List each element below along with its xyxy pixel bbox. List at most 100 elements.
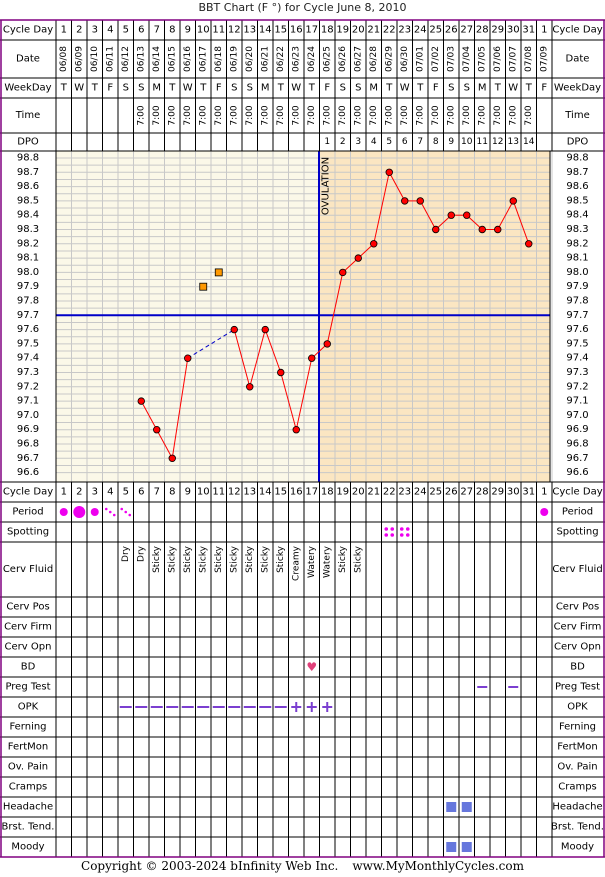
cerv-fluid-cell: Sticky bbox=[198, 545, 208, 573]
cycle-day-cell: 27 bbox=[460, 25, 473, 36]
cerv-fluid-cell: Sticky bbox=[167, 545, 177, 573]
time-cell: 7:00 bbox=[462, 105, 472, 125]
cycle-day-cell: 2 bbox=[76, 25, 82, 36]
temp-point bbox=[246, 383, 254, 391]
cycle-day-cell: 3 bbox=[92, 487, 98, 498]
temp-label-left: 98.2 bbox=[17, 238, 39, 249]
row-label-weekday: WeekDay bbox=[4, 83, 51, 94]
date-cell: 06/26 bbox=[338, 46, 348, 72]
time-cell: 7:00 bbox=[446, 105, 456, 125]
weekday-cell: S bbox=[464, 83, 470, 94]
weekday-cell: T bbox=[494, 83, 502, 94]
row-label-preg_test-right: Preg Test bbox=[555, 682, 600, 693]
time-cell: 7:00 bbox=[183, 105, 193, 125]
row-label-fertmon: FertMon bbox=[8, 742, 48, 753]
temp-label-left: 98.6 bbox=[17, 181, 39, 192]
cycle-day-cell: 18 bbox=[321, 487, 334, 498]
row-label-cramps: Cramps bbox=[9, 782, 48, 793]
cycle-day-cell: 10 bbox=[197, 25, 210, 36]
row-label-bd: BD bbox=[21, 662, 36, 673]
cycle-day-cell: 15 bbox=[274, 487, 287, 498]
row-label-cycle_day: Cycle Day bbox=[3, 25, 53, 36]
data-gap-line bbox=[187, 329, 235, 359]
dpo-cell: 9 bbox=[448, 137, 454, 147]
cycle-day-cell: 20 bbox=[352, 487, 365, 498]
chart-title: BBT Chart (F °) for Cycle June 8, 2010 bbox=[198, 1, 407, 14]
row-label-cerv_fluid: Cerv Fluid bbox=[3, 564, 53, 575]
time-cell: 7:00 bbox=[369, 105, 379, 125]
cycle-day-cell: 11 bbox=[212, 487, 225, 498]
time-cell: 7:00 bbox=[167, 105, 177, 125]
cycle-day-cell: 13 bbox=[243, 25, 256, 36]
cycle-day-cell: 8 bbox=[169, 487, 175, 498]
row-label-preg_test: Preg Test bbox=[5, 682, 50, 693]
date-cell: 06/29 bbox=[384, 46, 394, 72]
temp-label-left: 98.4 bbox=[17, 210, 39, 221]
temp-label-left: 97.8 bbox=[17, 296, 39, 307]
dpo-cell: 5 bbox=[386, 137, 392, 147]
weekday-cell: T bbox=[199, 83, 207, 94]
data-line bbox=[512, 200, 530, 244]
cycle-day-cell: 17 bbox=[305, 487, 318, 498]
temp-point bbox=[339, 268, 347, 277]
data-line bbox=[140, 400, 158, 430]
spotting-dot bbox=[399, 533, 404, 537]
weekday-cell: M bbox=[261, 83, 270, 94]
row-label-weekday-right: WeekDay bbox=[554, 83, 601, 94]
temp-point bbox=[478, 225, 486, 234]
cycle-day-cell: 11 bbox=[212, 25, 225, 36]
row-label-cerv_firm-right: Cerv Firm bbox=[554, 622, 602, 633]
cycle-day-cell: 7 bbox=[154, 487, 160, 498]
cycle-day-cell: 1 bbox=[61, 25, 67, 36]
time-cell: 7:00 bbox=[338, 105, 348, 125]
weekday-cell: S bbox=[231, 83, 237, 94]
time-cell: 7:00 bbox=[307, 105, 317, 125]
cycle-day-cell: 12 bbox=[228, 487, 241, 498]
date-cell: 06/25 bbox=[322, 46, 332, 72]
weekday-cell: F bbox=[107, 83, 113, 94]
temp-label-left: 97.3 bbox=[17, 367, 39, 378]
row-label-bd-right: BD bbox=[570, 662, 585, 673]
row-label-dpo: DPO bbox=[17, 137, 39, 148]
cycle-day-cell: 31 bbox=[522, 25, 535, 36]
weekday-cell: F bbox=[433, 83, 439, 94]
data-line bbox=[233, 329, 251, 387]
time-cell: 7:00 bbox=[245, 105, 255, 125]
weekday-cell: S bbox=[123, 83, 129, 94]
temp-label-left: 96.7 bbox=[17, 453, 39, 464]
dpo-cell: 1 bbox=[324, 137, 330, 147]
weekday-cell: W bbox=[400, 83, 410, 94]
cycle-day-cell: 30 bbox=[507, 487, 520, 498]
dpo-cell: 4 bbox=[371, 137, 377, 147]
temp-label-left: 98.0 bbox=[17, 267, 39, 278]
moody-marker bbox=[446, 842, 457, 852]
dpo-cell: 14 bbox=[523, 137, 535, 147]
cycle-day-cell: 12 bbox=[228, 25, 241, 36]
row-label-cramps-right: Cramps bbox=[558, 782, 597, 793]
site-link[interactable]: www.MyMonthlyCycles.com bbox=[352, 859, 524, 873]
cycle-day-cell: 23 bbox=[398, 25, 411, 36]
weekday-cell: F bbox=[324, 83, 330, 94]
row-label-cerv_pos: Cerv Pos bbox=[6, 602, 49, 613]
weekday-cell: W bbox=[74, 83, 84, 94]
row-label-brst_tend-right: Brst. Tend. bbox=[551, 822, 604, 833]
row-label-headache-right: Headache bbox=[552, 802, 602, 813]
dpo-cell: 2 bbox=[340, 137, 346, 147]
weekday-cell: S bbox=[355, 83, 361, 94]
time-cell: 7:00 bbox=[384, 105, 394, 125]
cerv-fluid-cell: Dry bbox=[121, 545, 131, 562]
cycle-day-cell: 24 bbox=[414, 487, 427, 498]
cycle-day-cell: 5 bbox=[123, 25, 129, 36]
temp-label-right: 98.5 bbox=[566, 195, 588, 206]
cycle-day-cell: 21 bbox=[367, 25, 380, 36]
weekday-cell: S bbox=[247, 83, 253, 94]
cycle-day-cell: 13 bbox=[243, 487, 256, 498]
date-cell: 06/27 bbox=[353, 46, 363, 72]
moody-marker bbox=[461, 842, 472, 852]
temp-label-right: 97.0 bbox=[566, 410, 588, 421]
temp-point bbox=[525, 240, 533, 248]
cerv-fluid-cell: Sticky bbox=[183, 545, 193, 573]
weekday-cell: M bbox=[478, 83, 487, 94]
temp-label-left: 97.4 bbox=[17, 353, 39, 364]
cycle-day-cell: 4 bbox=[107, 25, 113, 36]
